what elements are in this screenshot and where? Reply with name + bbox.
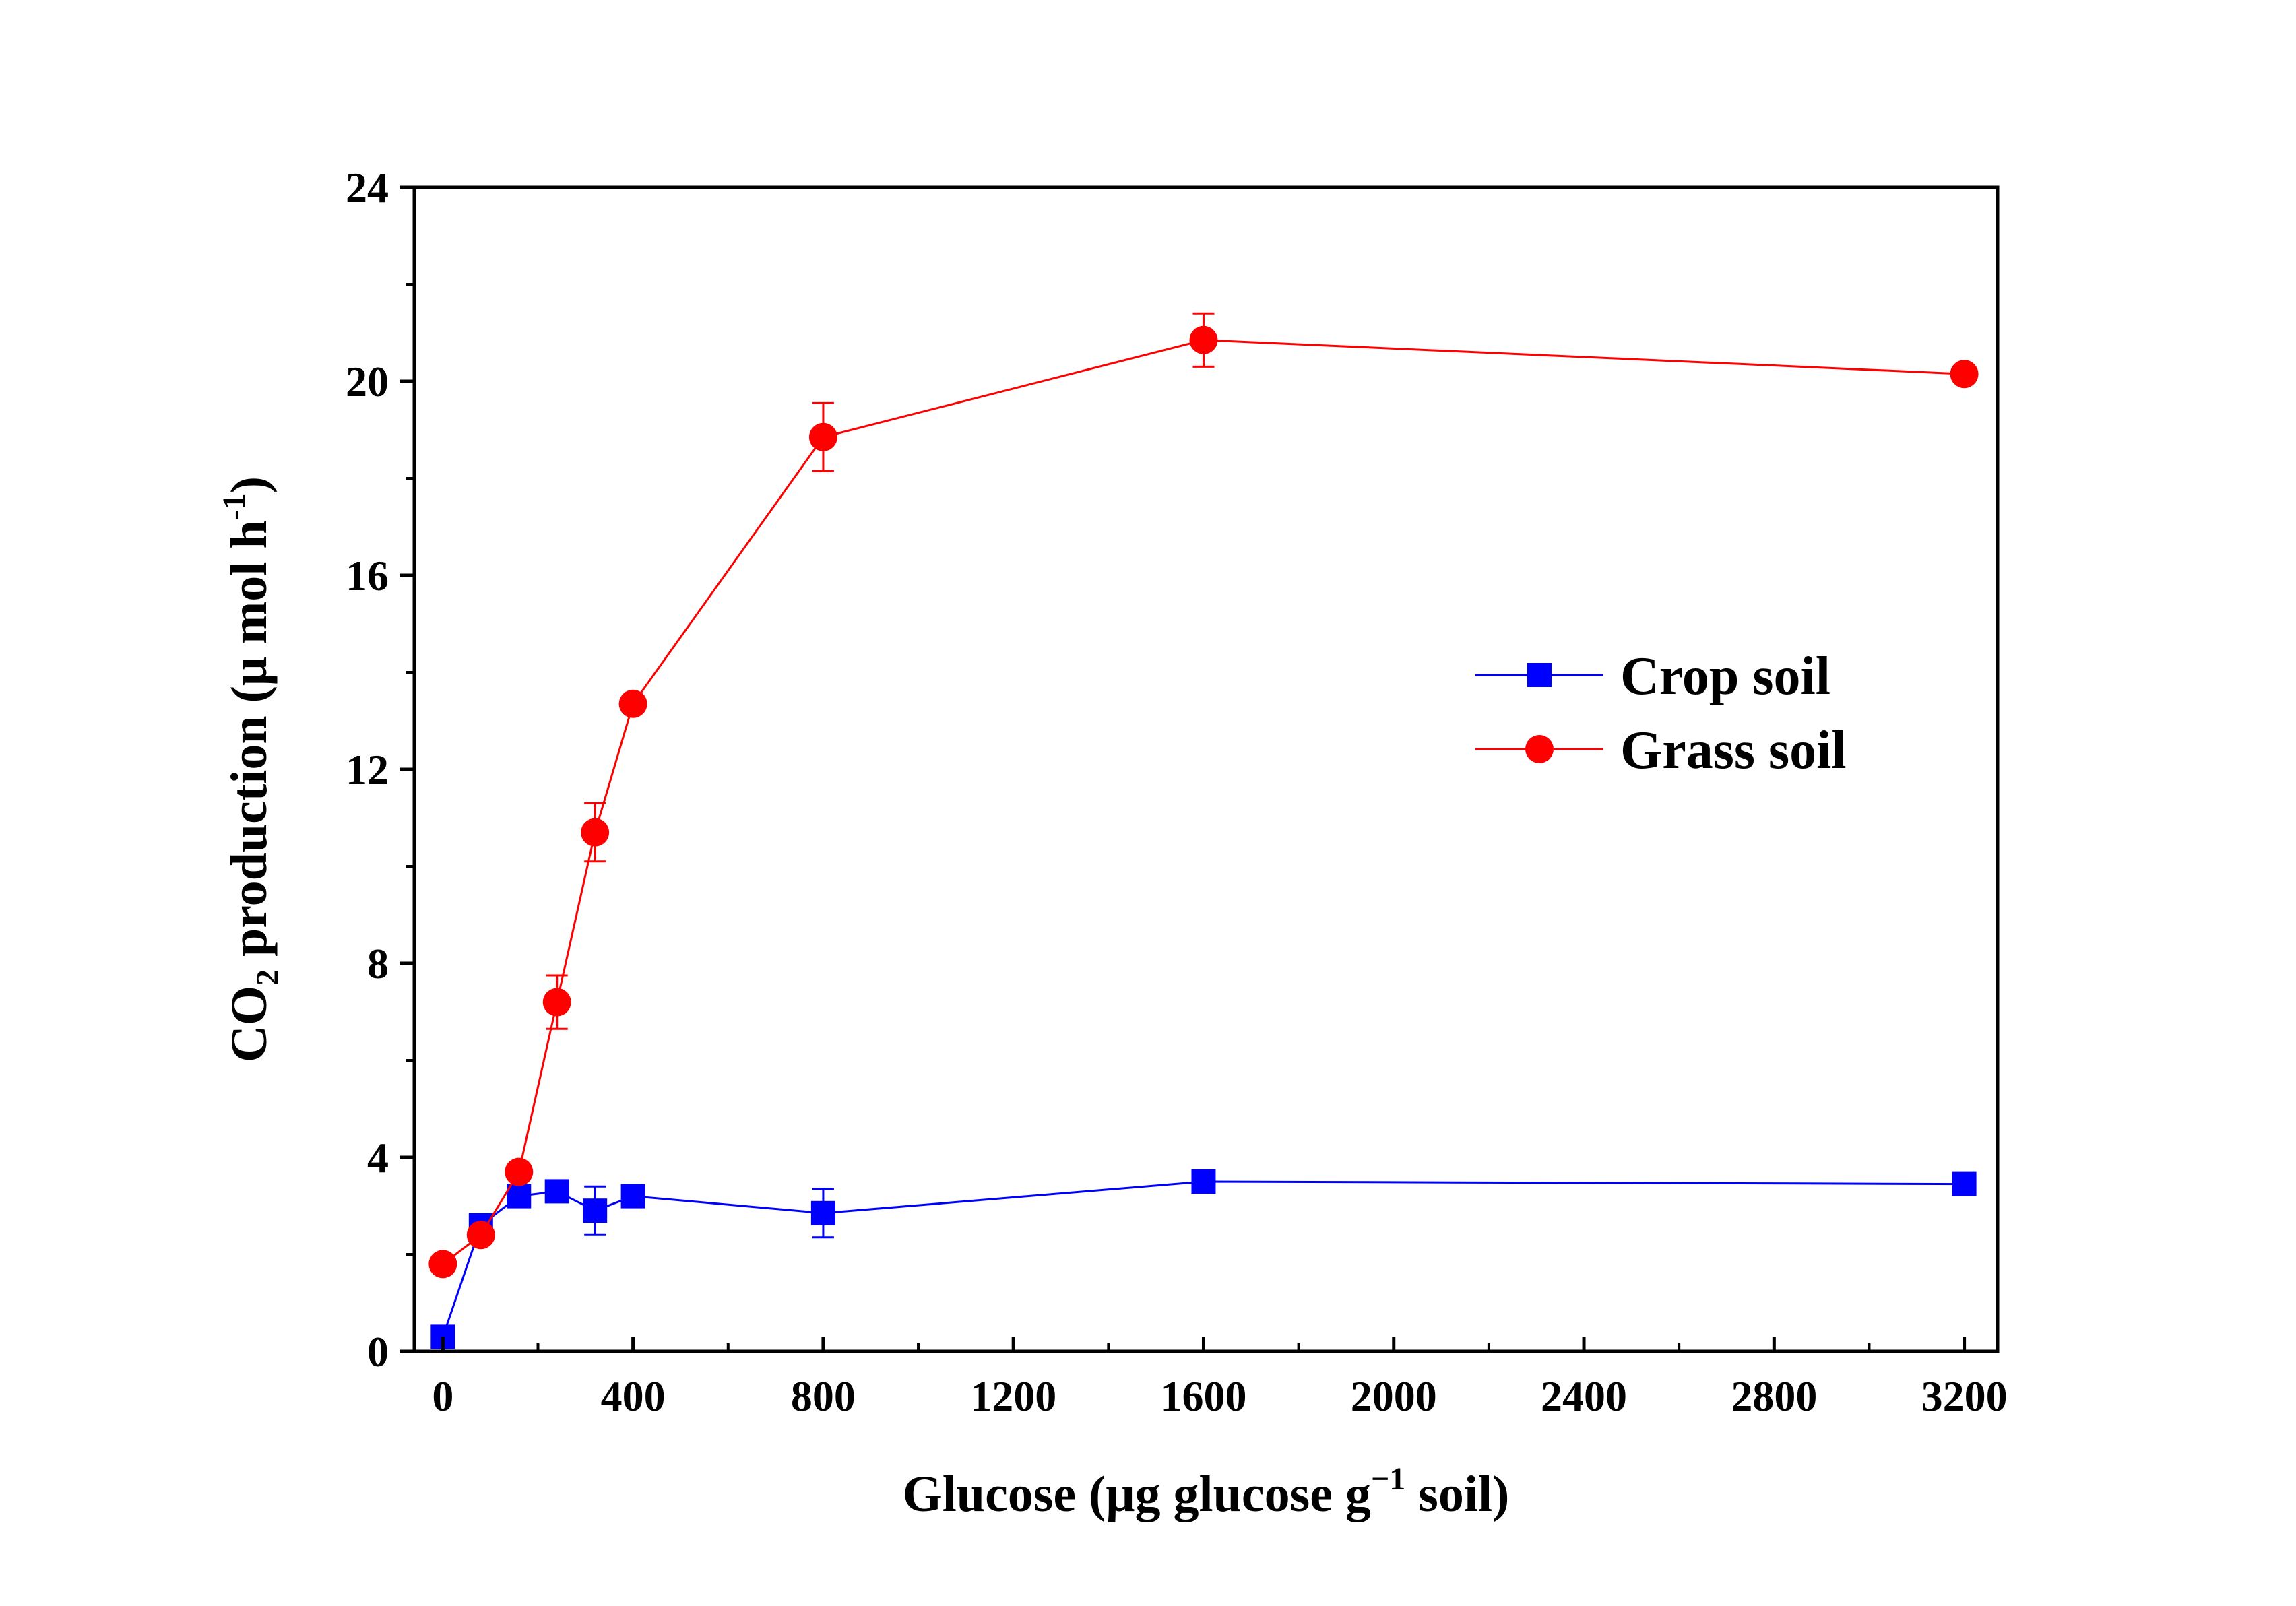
- data-point-grass-soil: [466, 1221, 495, 1250]
- legend: Crop soil Grass soil: [1475, 647, 1847, 780]
- series-layer: [428, 312, 1979, 1349]
- y-tick-label: 12: [346, 746, 389, 794]
- legend-marker-grass-soil: [1525, 735, 1554, 763]
- x-tick-label: 1200: [970, 1372, 1056, 1420]
- legend-item-crop-soil: Crop soil: [1475, 647, 1830, 706]
- data-point-grass-soil: [1950, 360, 1979, 389]
- x-tick-label: 2400: [1541, 1372, 1627, 1420]
- legend-marker-crop-soil: [1527, 663, 1552, 687]
- data-point-grass-soil: [1189, 325, 1218, 354]
- data-point-grass-soil: [808, 422, 837, 451]
- series-line-grass-soil: [442, 339, 1965, 1265]
- data-point-crop-soil: [544, 1179, 569, 1204]
- ticks: 0 400 800 1200 1600 2000 2400 2800 3200 0 4 8 12 16 20…: [346, 164, 2008, 1420]
- x-tick-label: 400: [601, 1372, 666, 1420]
- x-tick-label: 800: [791, 1372, 856, 1420]
- y-tick-label: 0: [367, 1328, 389, 1376]
- y-axis-title: CO2 production (μ mol h-1): [216, 476, 286, 1062]
- x-tick-label: 2800: [1731, 1372, 1817, 1420]
- data-point-crop-soil: [583, 1198, 608, 1223]
- data-point-crop-soil: [810, 1200, 835, 1225]
- series-grass-soil: [428, 312, 1979, 1279]
- y-tick-label: 24: [346, 164, 389, 212]
- data-point-grass-soil: [581, 818, 610, 847]
- data-point-crop-soil: [620, 1184, 645, 1209]
- y-tick-label: 20: [346, 358, 389, 406]
- x-tick-label: 1600: [1160, 1372, 1246, 1420]
- x-tick-label: 3200: [1921, 1372, 2008, 1420]
- legend-label-crop-soil: Crop soil: [1620, 647, 1830, 706]
- legend-item-grass-soil: Grass soil: [1475, 721, 1847, 780]
- data-point-grass-soil: [542, 988, 571, 1017]
- legend-label-grass-soil: Grass soil: [1620, 721, 1847, 780]
- series-line-crop-soil: [441, 1180, 1965, 1337]
- y-tick-label: 4: [367, 1134, 389, 1182]
- x-tick-label: 0: [432, 1372, 453, 1420]
- data-point-crop-soil: [1191, 1169, 1216, 1194]
- data-point-crop-soil: [1952, 1171, 1977, 1196]
- y-tick-label: 16: [346, 552, 389, 600]
- data-point-grass-soil: [428, 1250, 457, 1279]
- data-point-grass-soil: [618, 689, 647, 718]
- data-point-crop-soil: [507, 1184, 532, 1209]
- series-crop-soil: [430, 1169, 1977, 1349]
- x-tick-label: 2000: [1351, 1372, 1437, 1420]
- x-axis-title: Glucose (μg glucose g−1 soil): [903, 1461, 1510, 1522]
- y-tick-label: 8: [367, 940, 389, 988]
- data-point-grass-soil: [505, 1157, 534, 1186]
